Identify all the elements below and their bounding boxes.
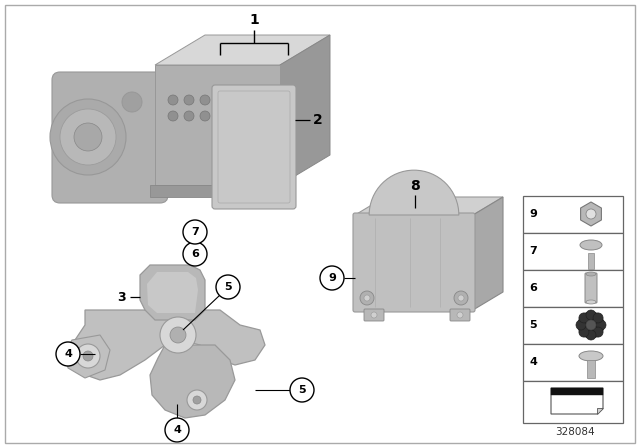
FancyBboxPatch shape — [523, 233, 623, 270]
Polygon shape — [280, 35, 330, 185]
Wedge shape — [369, 170, 459, 215]
Polygon shape — [150, 345, 235, 418]
Circle shape — [76, 344, 100, 368]
FancyBboxPatch shape — [523, 307, 623, 344]
FancyBboxPatch shape — [523, 270, 623, 307]
Circle shape — [364, 295, 370, 301]
Circle shape — [170, 327, 186, 343]
Text: 7: 7 — [529, 246, 537, 256]
Circle shape — [184, 95, 194, 105]
Text: 3: 3 — [118, 290, 126, 303]
FancyBboxPatch shape — [588, 253, 594, 269]
Circle shape — [183, 242, 207, 266]
Polygon shape — [147, 272, 198, 313]
Circle shape — [187, 390, 207, 410]
Circle shape — [83, 351, 93, 361]
Ellipse shape — [580, 240, 602, 250]
Circle shape — [168, 95, 178, 105]
Polygon shape — [155, 35, 330, 65]
Circle shape — [193, 396, 201, 404]
Text: 328084: 328084 — [555, 427, 595, 437]
Circle shape — [360, 291, 374, 305]
FancyBboxPatch shape — [551, 388, 603, 395]
Circle shape — [122, 92, 142, 112]
Circle shape — [184, 111, 194, 121]
Circle shape — [60, 109, 116, 165]
FancyBboxPatch shape — [353, 213, 475, 312]
FancyBboxPatch shape — [523, 344, 623, 381]
Circle shape — [586, 330, 596, 340]
Text: 5: 5 — [298, 385, 306, 395]
Polygon shape — [473, 197, 503, 310]
Circle shape — [56, 342, 80, 366]
FancyBboxPatch shape — [523, 196, 623, 233]
Polygon shape — [551, 388, 603, 414]
Text: 6: 6 — [529, 283, 537, 293]
FancyBboxPatch shape — [585, 273, 597, 303]
Circle shape — [168, 111, 178, 121]
Circle shape — [458, 295, 464, 301]
FancyBboxPatch shape — [52, 72, 168, 203]
Ellipse shape — [579, 351, 603, 361]
Polygon shape — [72, 310, 265, 380]
Circle shape — [579, 327, 589, 337]
Circle shape — [576, 320, 586, 330]
Circle shape — [50, 99, 126, 175]
Circle shape — [160, 317, 196, 353]
Circle shape — [578, 312, 604, 338]
Text: 4: 4 — [64, 349, 72, 359]
Text: 7: 7 — [191, 227, 199, 237]
FancyBboxPatch shape — [450, 309, 470, 321]
Circle shape — [371, 312, 377, 318]
Circle shape — [586, 209, 596, 219]
Ellipse shape — [586, 300, 596, 304]
Circle shape — [200, 111, 210, 121]
Circle shape — [165, 418, 189, 442]
Polygon shape — [355, 197, 503, 215]
Circle shape — [320, 266, 344, 290]
Polygon shape — [155, 65, 280, 185]
Text: 4: 4 — [529, 357, 537, 367]
Circle shape — [290, 378, 314, 402]
Text: 4: 4 — [173, 425, 181, 435]
Circle shape — [593, 327, 603, 337]
Text: 6: 6 — [191, 249, 199, 259]
Text: 8: 8 — [410, 179, 420, 193]
Polygon shape — [597, 408, 603, 414]
Text: 1: 1 — [249, 13, 259, 27]
FancyBboxPatch shape — [212, 85, 296, 209]
Text: 9: 9 — [529, 209, 537, 219]
Circle shape — [216, 275, 240, 299]
FancyBboxPatch shape — [523, 381, 623, 423]
Circle shape — [596, 320, 606, 330]
FancyBboxPatch shape — [364, 309, 384, 321]
Circle shape — [457, 312, 463, 318]
Circle shape — [586, 310, 596, 320]
Circle shape — [586, 320, 596, 330]
Circle shape — [593, 313, 603, 323]
Polygon shape — [150, 185, 285, 197]
Circle shape — [579, 313, 589, 323]
Circle shape — [200, 95, 210, 105]
Circle shape — [183, 220, 207, 244]
Polygon shape — [140, 265, 205, 320]
Polygon shape — [65, 335, 110, 378]
Text: 9: 9 — [328, 273, 336, 283]
Polygon shape — [580, 202, 602, 226]
Text: 5: 5 — [529, 320, 537, 330]
Ellipse shape — [586, 272, 596, 276]
Text: 5: 5 — [224, 282, 232, 292]
FancyBboxPatch shape — [587, 360, 595, 378]
Text: 2: 2 — [313, 113, 323, 127]
Circle shape — [454, 291, 468, 305]
Circle shape — [74, 123, 102, 151]
